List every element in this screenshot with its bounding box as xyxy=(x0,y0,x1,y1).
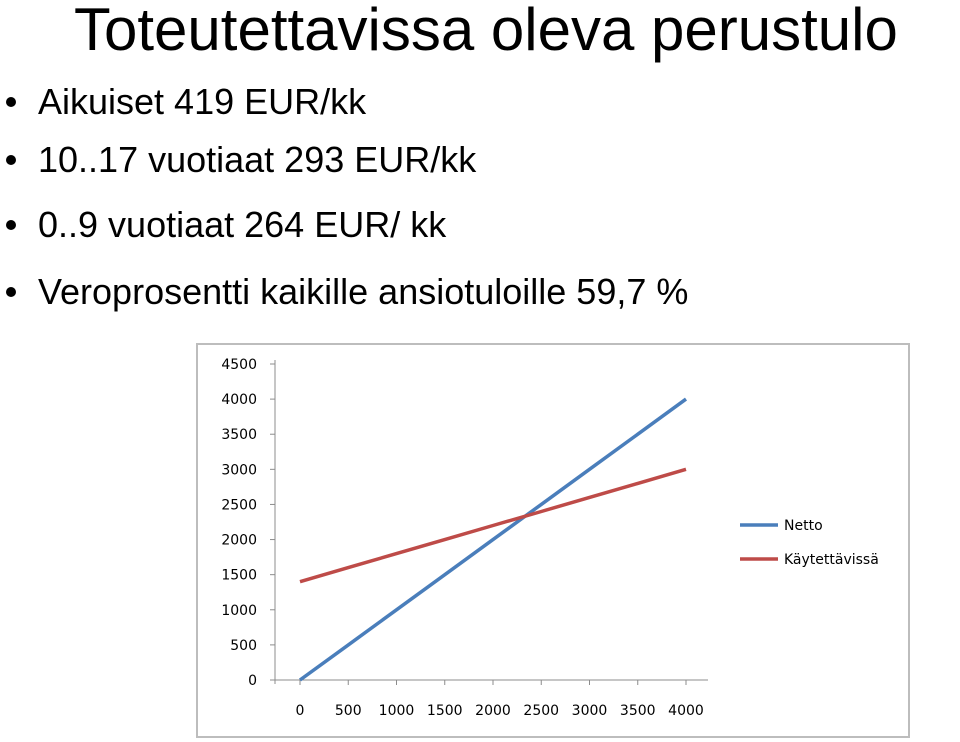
x-tick-label: 3500 xyxy=(620,703,656,719)
y-tick-label: 3000 xyxy=(221,462,257,478)
bullet-dot-icon xyxy=(6,97,16,107)
bullet-item: 10..17 vuotiaat 293 EUR/kk xyxy=(0,136,688,201)
x-tick-label: 2000 xyxy=(475,703,511,719)
y-tick-label: 1000 xyxy=(221,603,257,619)
y-tick-label: 500 xyxy=(230,638,257,654)
legend-label: Netto xyxy=(784,518,823,534)
bullet-text: 10..17 vuotiaat 293 EUR/kk xyxy=(38,139,477,180)
x-tick-label: 0 xyxy=(296,703,305,719)
y-tick-label: 4500 xyxy=(221,357,257,373)
y-tick-label: 0 xyxy=(248,673,257,689)
chart-frame xyxy=(196,343,910,738)
bullet-item: 0..9 vuotiaat 264 EUR/ kk xyxy=(0,201,688,268)
x-tick-label: 4000 xyxy=(668,703,704,719)
y-tick-label: 2500 xyxy=(221,497,257,513)
x-tick-label: 1000 xyxy=(379,703,415,719)
y-tick-label: 2000 xyxy=(221,533,257,549)
slide-title: Toteutettavissa oleva perustulo xyxy=(74,0,898,63)
bullet-item: Veroprosentti kaikille ansiotuloille 59,… xyxy=(0,268,688,332)
bullet-dot-icon xyxy=(6,287,16,297)
series-line-netto xyxy=(298,397,688,682)
y-tick-label: 1500 xyxy=(221,568,257,584)
bullet-dot-icon xyxy=(6,220,16,230)
bullet-dot-icon xyxy=(6,155,16,165)
x-tick-label: 500 xyxy=(335,703,362,719)
legend-label: Käytettävissä xyxy=(784,552,879,568)
x-tick-label: 3000 xyxy=(572,703,608,719)
x-tick-label: 1500 xyxy=(427,703,463,719)
bullet-text: 0..9 vuotiaat 264 EUR/ kk xyxy=(38,204,447,245)
y-tick-label: 3500 xyxy=(221,427,257,443)
y-tick-label: 4000 xyxy=(221,392,257,408)
bullet-item: Aikuiset 419 EUR/kk xyxy=(0,78,688,136)
bullet-text: Veroprosentti kaikille ansiotuloille 59,… xyxy=(38,271,689,312)
x-tick-label: 2500 xyxy=(523,703,559,719)
bullet-text: Aikuiset 419 EUR/kk xyxy=(38,81,367,122)
series-line-k-ytett-viss- xyxy=(299,467,687,584)
bullet-list: Aikuiset 419 EUR/kk 10..17 vuotiaat 293 … xyxy=(0,78,688,332)
